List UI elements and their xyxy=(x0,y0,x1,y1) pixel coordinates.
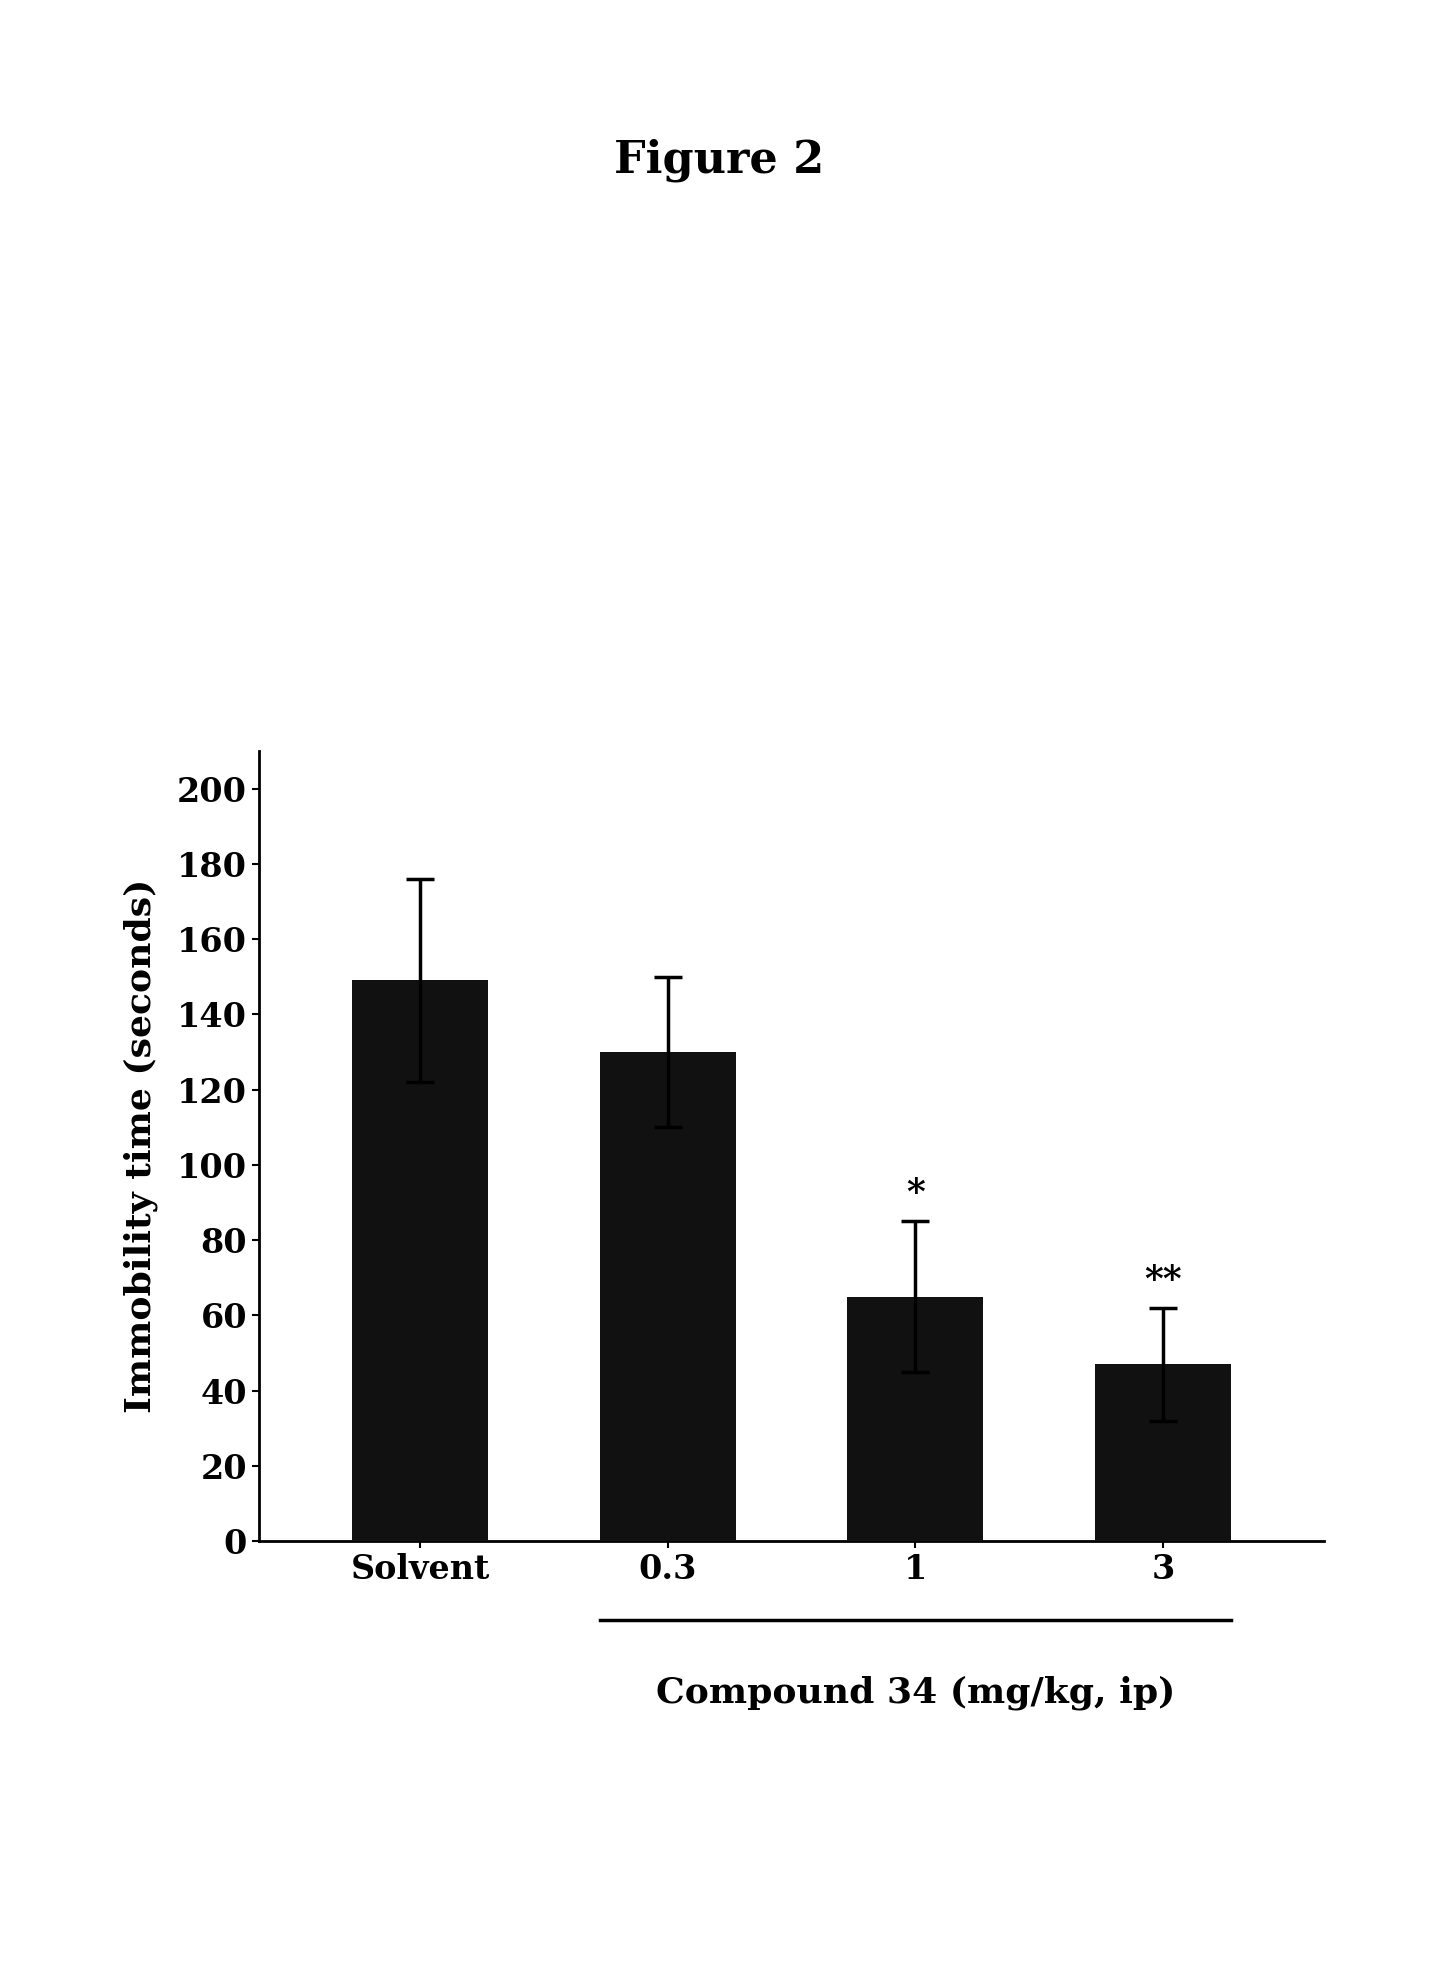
Bar xyxy=(600,1051,735,1541)
Bar xyxy=(848,1296,983,1541)
Y-axis label: Immobility time (seconds): Immobility time (seconds) xyxy=(124,879,158,1413)
Bar xyxy=(1095,1363,1230,1541)
Text: *: * xyxy=(905,1176,925,1209)
Bar xyxy=(353,980,488,1541)
Text: **: ** xyxy=(1144,1263,1181,1296)
Text: Figure 2: Figure 2 xyxy=(614,138,825,182)
Text: Compound 34 (mg/kg, ip): Compound 34 (mg/kg, ip) xyxy=(656,1676,1176,1709)
